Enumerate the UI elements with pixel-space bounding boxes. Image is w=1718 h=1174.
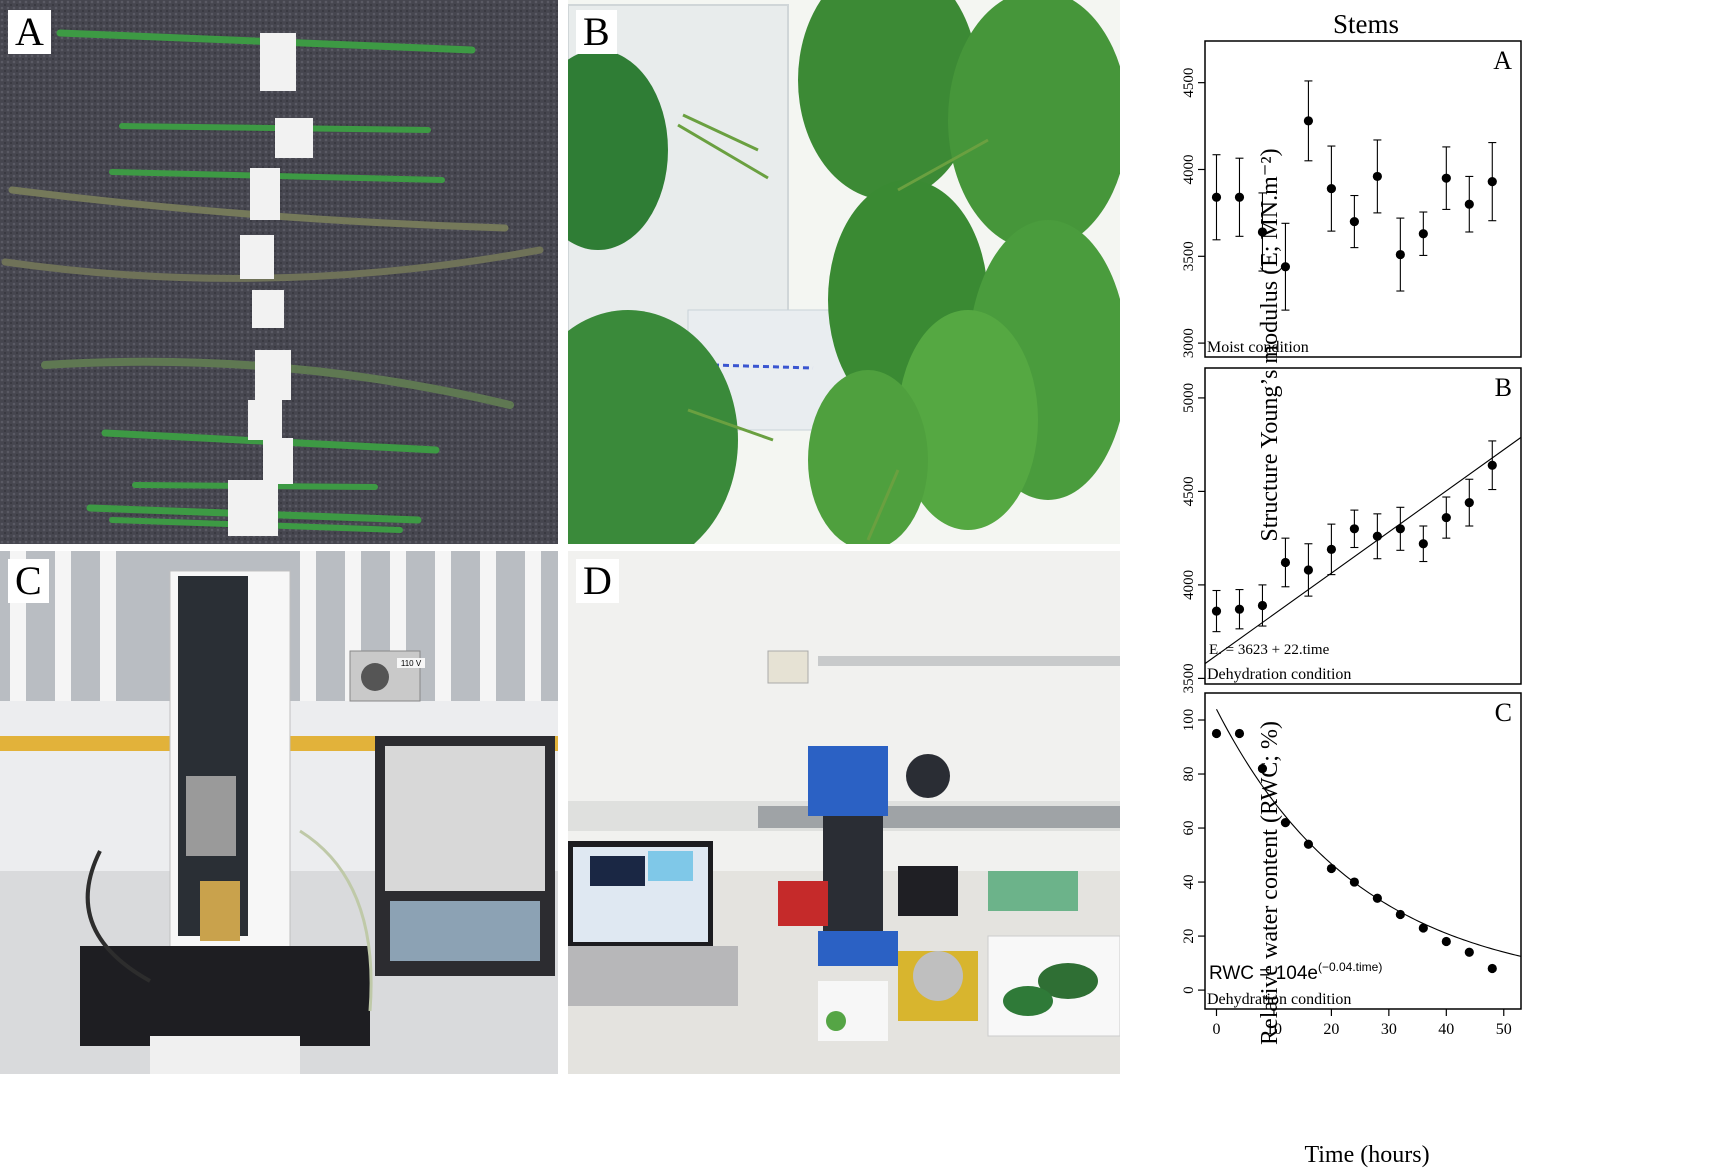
plot-frame xyxy=(1204,692,1522,1010)
y-tick-label: 0 xyxy=(1181,986,1197,994)
linear-fit-line xyxy=(1204,436,1522,665)
data-point xyxy=(1257,600,1268,611)
photo-c-testing-machine: 110 V C xyxy=(0,551,558,1074)
fit-equation: E. = 3623 + 22.time xyxy=(1209,642,1330,658)
data-point xyxy=(1395,909,1405,920)
y-axis-label-modulus: Structure Young’s modulus (E; MN.m⁻²) xyxy=(1257,148,1283,541)
y-tick-label: 20 xyxy=(1181,929,1197,944)
condition-annotation: Dehydration condition xyxy=(1207,666,1351,683)
data-point xyxy=(1211,192,1222,202)
data-point xyxy=(1441,936,1451,947)
data-point xyxy=(1349,216,1359,227)
data-point xyxy=(1234,604,1245,614)
plot-frame xyxy=(1204,367,1522,685)
y-tick-label: 3500 xyxy=(1181,241,1197,271)
x-tick-label: 30 xyxy=(1381,1021,1397,1038)
plot-frame xyxy=(1204,40,1522,358)
stem-segments-illustration xyxy=(0,0,558,544)
panel-letter-a: A xyxy=(8,10,51,54)
data-point xyxy=(1280,818,1291,828)
data-point xyxy=(1303,839,1314,849)
y-tick-label: 3500 xyxy=(1181,663,1197,693)
data-point xyxy=(1326,183,1336,194)
data-point xyxy=(1257,227,1268,237)
chart-panel-b: 3500 4000 4500 5000 B Dehydration condition E.… xyxy=(1181,367,1522,693)
y-tick-label: 4500 xyxy=(1181,68,1197,98)
chart-panel-a: 3000 3500 4000 4500 A Moist condition xyxy=(1181,40,1522,358)
data-point xyxy=(1464,199,1474,209)
data-point xyxy=(1441,173,1451,183)
data-point xyxy=(1234,728,1245,739)
y-tick-label: 3000 xyxy=(1181,328,1197,358)
panel-letter-b: B xyxy=(576,10,617,54)
data-point xyxy=(1418,539,1428,549)
figure-title: Stems xyxy=(1333,9,1399,39)
data-point xyxy=(1487,963,1497,974)
y-tick-label: 4000 xyxy=(1181,154,1197,184)
lab-setup-illustration xyxy=(568,551,1120,1074)
data-point xyxy=(1441,512,1451,523)
data-point xyxy=(1280,262,1291,272)
fit-equation: RWC = 104e(−0.04.time) xyxy=(1209,960,1382,984)
data-point xyxy=(1234,192,1245,202)
data-point xyxy=(1211,606,1222,616)
y-tick-label: 100 xyxy=(1181,709,1197,732)
panel-letter: C xyxy=(1495,698,1512,727)
panel-letter: A xyxy=(1493,46,1512,75)
y-tick-label: 4500 xyxy=(1181,476,1197,506)
data-point xyxy=(1418,229,1428,239)
y-tick-label: 80 xyxy=(1181,767,1197,782)
leaves-illustration xyxy=(568,0,1120,544)
panel-letter: B xyxy=(1495,373,1512,402)
photo-b-leaves: B xyxy=(568,0,1120,544)
testing-machine-illustration: 110 V xyxy=(0,551,558,1074)
data-point xyxy=(1349,524,1359,534)
y-tick-label: 40 xyxy=(1181,875,1197,890)
data-point xyxy=(1372,531,1382,541)
data-point xyxy=(1326,544,1336,554)
data-point xyxy=(1418,923,1428,933)
data-point xyxy=(1280,557,1291,568)
panel-letter-d: D xyxy=(576,559,619,603)
x-tick-label: 40 xyxy=(1438,1021,1454,1038)
data-point xyxy=(1395,249,1405,260)
y-tick-label: 60 xyxy=(1181,821,1197,836)
equation-exponent: (−0.04.time) xyxy=(1318,960,1382,974)
data-point xyxy=(1326,863,1336,874)
data-point xyxy=(1464,947,1474,957)
condition-annotation: Dehydration condition xyxy=(1207,991,1351,1008)
data-point xyxy=(1395,524,1405,534)
data-point xyxy=(1303,565,1314,575)
photo-a-stem-segments: A xyxy=(0,0,558,544)
data-point xyxy=(1211,728,1222,739)
data-point xyxy=(1464,498,1474,508)
x-tick-label: 10 xyxy=(1266,1021,1282,1038)
data-point xyxy=(1303,116,1314,126)
data-point xyxy=(1349,877,1359,887)
x-tick-label: 20 xyxy=(1323,1021,1339,1038)
y-tick-label: 4000 xyxy=(1181,570,1197,600)
data-point xyxy=(1487,177,1497,187)
data-point xyxy=(1372,893,1382,903)
equation-base: RWC = 104e xyxy=(1209,963,1318,984)
data-point xyxy=(1487,460,1497,470)
x-axis-label: Time (hours) xyxy=(1304,1142,1429,1168)
data-point xyxy=(1257,764,1268,774)
x-tick-label: 0 xyxy=(1212,1021,1220,1038)
y-tick-label: 5000 xyxy=(1181,383,1197,413)
condition-annotation: Moist condition xyxy=(1207,339,1309,356)
x-tick-label: 50 xyxy=(1496,1021,1512,1038)
plate-voltage-text: 110 V xyxy=(401,659,422,668)
data-point xyxy=(1372,171,1382,182)
y-axis-label-rwc: Relative water content (RWC; %) xyxy=(1257,721,1283,1045)
exponential-fit-curve xyxy=(1216,708,1522,957)
panel-letter-c: C xyxy=(8,559,49,603)
photo-d-lab-setup: D xyxy=(568,551,1120,1074)
